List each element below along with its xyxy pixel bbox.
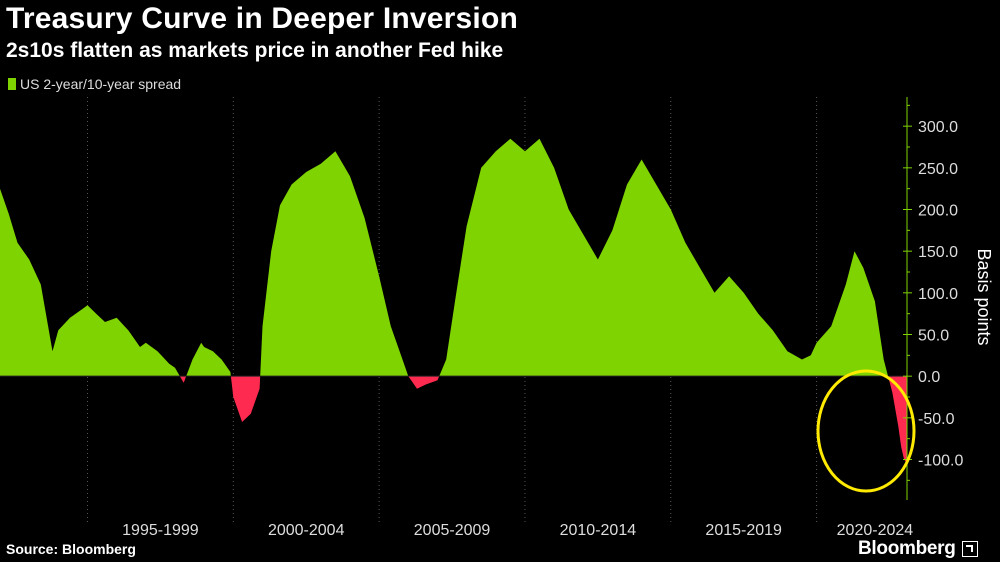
y-tick-label: 0.0 [918,369,940,386]
y-tick-label: 100.0 [918,286,958,303]
x-band-label: 1995-1999 [122,522,199,539]
x-band-label: 2010-2014 [560,522,637,539]
brand-name: Bloomberg [858,538,956,559]
y-axis-title: Basis points [974,248,994,345]
annotation-circle [816,369,916,493]
legend: US 2-year/10-year spread [8,76,181,92]
legend-label: US 2-year/10-year spread [20,76,182,92]
y-tick-label: 150.0 [918,244,958,261]
x-band-label: 2020-2024 [837,522,914,539]
legend-swatch [8,78,16,90]
spread-area-positive [0,138,889,377]
chart-title: Treasury Curve in Deeper Inversion [6,2,519,35]
x-band-label: 2005-2009 [414,522,491,539]
brand-logo: Bloomberg [858,538,978,560]
y-tick-label: -100.0 [918,453,963,470]
y-tick-label: 200.0 [918,203,958,220]
x-band-label: 2000-2004 [268,522,345,539]
x-band-label: 2015-2019 [705,522,782,539]
spread-area-negative [0,376,907,464]
y-tick-label: -50.0 [918,411,955,428]
y-tick-label: 50.0 [918,328,949,345]
source-note: Source: Bloomberg [6,541,136,557]
y-tick-label: 250.0 [918,161,958,178]
y-tick-label: 300.0 [918,119,958,136]
brand-arrow-icon [961,541,978,557]
chart-subtitle: 2s10s flatten as markets price in anothe… [6,39,504,62]
